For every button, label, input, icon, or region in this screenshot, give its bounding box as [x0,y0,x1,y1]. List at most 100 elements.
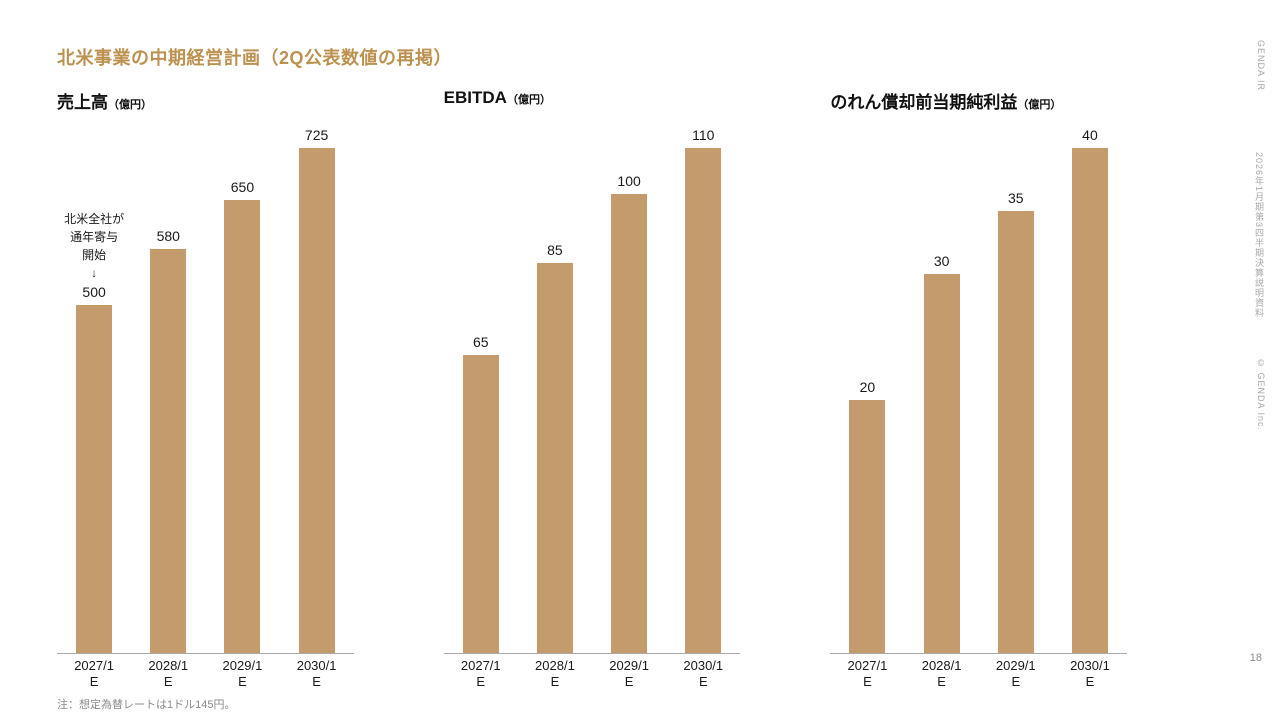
bar [997,211,1034,653]
chart-title-ebitda: EBITDA（億円） [444,88,741,114]
bar-column: 100 [592,114,666,653]
chart-annotation-line: ↓ [91,266,98,280]
plot-area-revenue: 北米全社が 通年寄与 開始 ↓ 500 580 650 725 [57,114,354,654]
x-axis-label: 2029/1 E [592,658,666,691]
x-axis-label-year: 2027/1 [847,658,888,673]
bar-value-label: 725 [304,127,329,143]
bar-column: 65 [444,114,518,653]
x-axis-ebitda: 2027/1 E 2028/1 E 2029/1 E 2030/1 E [444,654,741,691]
bar [150,249,187,653]
bar [76,305,113,653]
bar-column: 40 [1053,114,1127,653]
x-axis-label-year: 2030/1 [296,658,337,673]
bar-value-label: 35 [1007,190,1024,206]
bar-column: 30 [905,114,979,653]
x-axis-label: 2027/1 E [444,658,518,691]
chart-annotation-line: 通年寄与 [70,230,119,244]
x-axis-label-suffix: E [937,674,946,690]
bar-value-label: 500 [82,284,106,300]
x-axis-label: 2030/1 E [666,658,740,691]
bar [923,274,960,653]
x-axis-label: 2027/1 E [57,658,131,691]
x-axis-label-year: 2029/1 [995,658,1036,673]
x-axis-label-year: 2027/1 [460,658,501,673]
bar-column: 35 [979,114,1053,653]
chart-unit-label: （億円） [1017,99,1062,111]
charts-container: 売上高（億円） 北米全社が 通年寄与 開始 ↓ 500 580 650 725 2027/1 E… [57,88,1128,691]
bar-column: 725 [280,114,354,653]
bar-column: 110 [666,114,740,653]
bar-column: 北米全社が 通年寄与 開始 ↓ 500 [57,114,131,653]
chart-title-text: EBITDA [443,88,507,107]
bar-column: 20 [830,114,904,653]
x-axis-label: 2029/1 E [979,658,1053,691]
chart-title-revenue: 売上高（億円） [57,88,354,114]
chart-revenue: 売上高（億円） 北米全社が 通年寄与 開始 ↓ 500 580 650 725 2027/1 E… [57,88,354,691]
x-axis-net-income: 2027/1 E 2028/1 E 2029/1 E 2030/1 E [830,654,1127,691]
chart-ebitda: EBITDA（億円） 65 85 100 110 2027/1 E 2028/1 E 2029… [443,88,741,691]
x-axis-label-suffix: E [163,674,173,690]
bar-value-label: 85 [547,242,563,258]
x-axis-label-year: 2029/1 [609,658,649,673]
bar-value-label: 100 [617,173,641,189]
bar [849,400,886,653]
x-axis-label-year: 2027/1 [74,658,114,673]
x-axis-label-suffix: E [863,674,872,690]
x-axis-label: 2028/1 E [905,658,979,691]
bar-value-label: 30 [933,253,950,269]
bar [224,200,261,653]
page-title: 北米事業の中期経営計画（2Q公表数値の再掲） [57,48,453,68]
x-axis-label-year: 2028/1 [535,658,575,673]
bar-value-label: 20 [859,379,876,395]
bar-value-label: 580 [156,228,180,244]
x-axis-label-suffix: E [624,674,634,690]
x-axis-label: 2028/1 E [518,658,592,691]
x-axis-label-year: 2029/1 [222,658,263,673]
bar [462,355,499,653]
bar-column: 580 [131,114,205,653]
bar [536,263,573,653]
x-axis-label: 2027/1 E [830,658,904,691]
bar-value-label: 65 [472,334,489,350]
chart-unit-label: （億円） [108,99,152,111]
sidebar-brand-text: GENDA IR [1256,40,1266,92]
x-axis-label-suffix: E [476,674,486,690]
footnote: 注：想定為替レートは1ドル145円。 [57,699,236,711]
bar [611,194,648,653]
bar [298,148,335,653]
chart-annotation: 北米全社が 通年寄与 開始 ↓ [64,210,124,282]
x-axis-label-year: 2030/1 [683,658,724,673]
bar [1071,148,1108,653]
bar-value-label: 110 [692,127,715,143]
bar-column: 650 [205,114,279,653]
x-axis-revenue: 2027/1 E 2028/1 E 2029/1 E 2030/1 E [57,654,354,691]
chart-title-text: のれん償却前当期純利益 [830,93,1018,112]
plot-area-ebitda: 65 85 100 110 [443,114,741,654]
bar-value-label: 40 [1082,127,1098,143]
x-axis-label-year: 2030/1 [1070,658,1110,673]
chart-unit-label: （億円） [506,94,551,106]
chart-title-net-income: のれん償却前当期純利益（億円） [830,88,1127,114]
x-axis-label-suffix: E [238,674,247,690]
x-axis-label-suffix: E [312,674,321,690]
bar [685,148,722,653]
bar-column: 85 [518,114,592,653]
x-axis-label-suffix: E [550,674,560,690]
x-axis-label-year: 2028/1 [921,658,962,673]
bar-value-label: 650 [230,179,255,195]
x-axis-label-suffix: E [1085,674,1095,690]
x-axis-label-suffix: E [698,674,708,690]
chart-title-text: 売上高 [57,93,108,112]
x-axis-label: 2028/1 E [131,658,205,691]
x-axis-label-suffix: E [1011,674,1021,690]
x-axis-label: 2030/1 E [1053,658,1127,691]
x-axis-label-suffix: E [89,674,99,690]
x-axis-label-year: 2028/1 [148,658,189,673]
chart-net-income: のれん償却前当期純利益（億円） 20 30 35 40 2027/1 E 2028/1 E 2… [830,88,1128,691]
x-axis-label: 2030/1 E [280,658,354,691]
x-axis-label: 2029/1 E [205,658,279,691]
chart-annotation-line: 北米全社が [64,212,125,226]
page-number: 18 [1249,652,1262,664]
sidebar-copyright-text: © GENDA Inc. [1256,358,1266,432]
sidebar-document-text: 2026年1月期第3四半期決算説明資料 [1254,152,1264,319]
